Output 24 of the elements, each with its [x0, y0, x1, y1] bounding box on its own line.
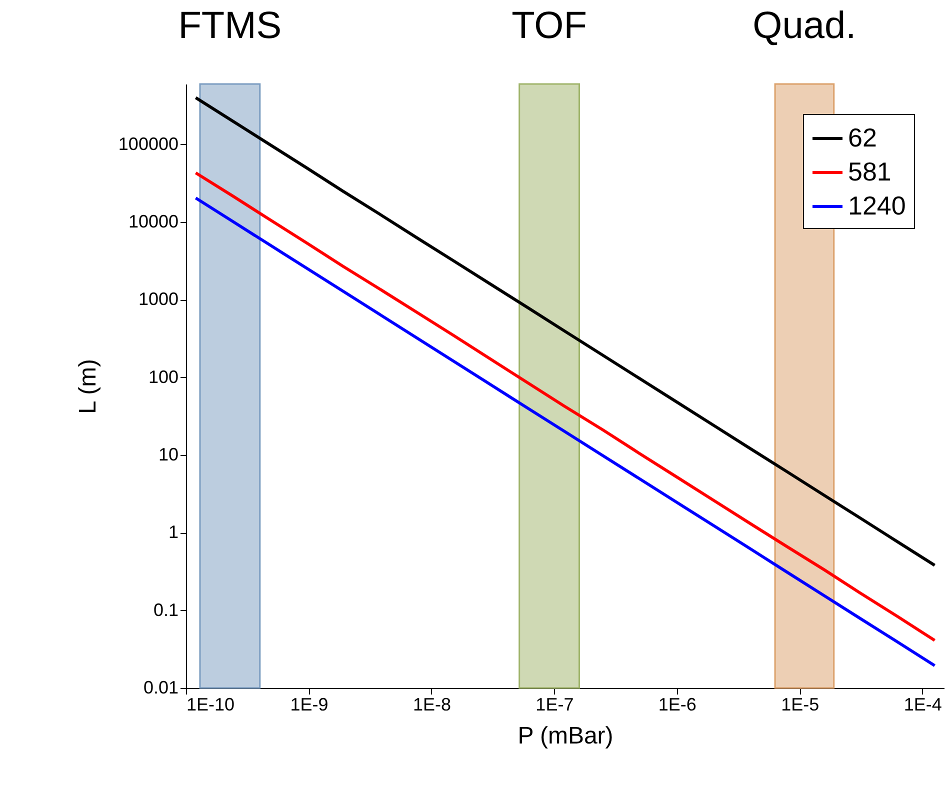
band-label: FTMS: [178, 5, 282, 47]
x-tick-label: 1E-9: [290, 694, 328, 714]
y-tick-label: 0.01: [143, 678, 178, 698]
y-tick-label: 1: [168, 522, 178, 542]
x-tick-label: 1E-8: [412, 694, 451, 714]
x-tick-label: 1E-5: [781, 694, 820, 714]
x-tick-label: 1E-6: [658, 694, 696, 714]
y-tick-label: 100000: [118, 134, 178, 154]
line-series: [194, 96, 936, 567]
legend-label: 581: [848, 156, 892, 186]
y-axis-title: L (m): [74, 358, 102, 414]
y-tick-label: 0.1: [153, 600, 178, 620]
x-tick-label: 1E-7: [536, 694, 574, 714]
band-label: TOF: [512, 5, 587, 47]
x-axis-title: P (mBar): [518, 722, 614, 750]
legend-label: 62: [848, 122, 877, 152]
y-tick-label: 100: [148, 366, 178, 387]
legend-label: 1240: [848, 190, 906, 220]
x-tick-label: 1E-10: [186, 694, 235, 714]
y-tick-label: 10: [158, 444, 178, 465]
y-tick-label: 1000: [138, 289, 178, 310]
y-tick-label: 10000: [128, 212, 178, 232]
x-tick-label: 1E-4: [904, 694, 942, 714]
band-label: Quad.: [752, 5, 856, 47]
